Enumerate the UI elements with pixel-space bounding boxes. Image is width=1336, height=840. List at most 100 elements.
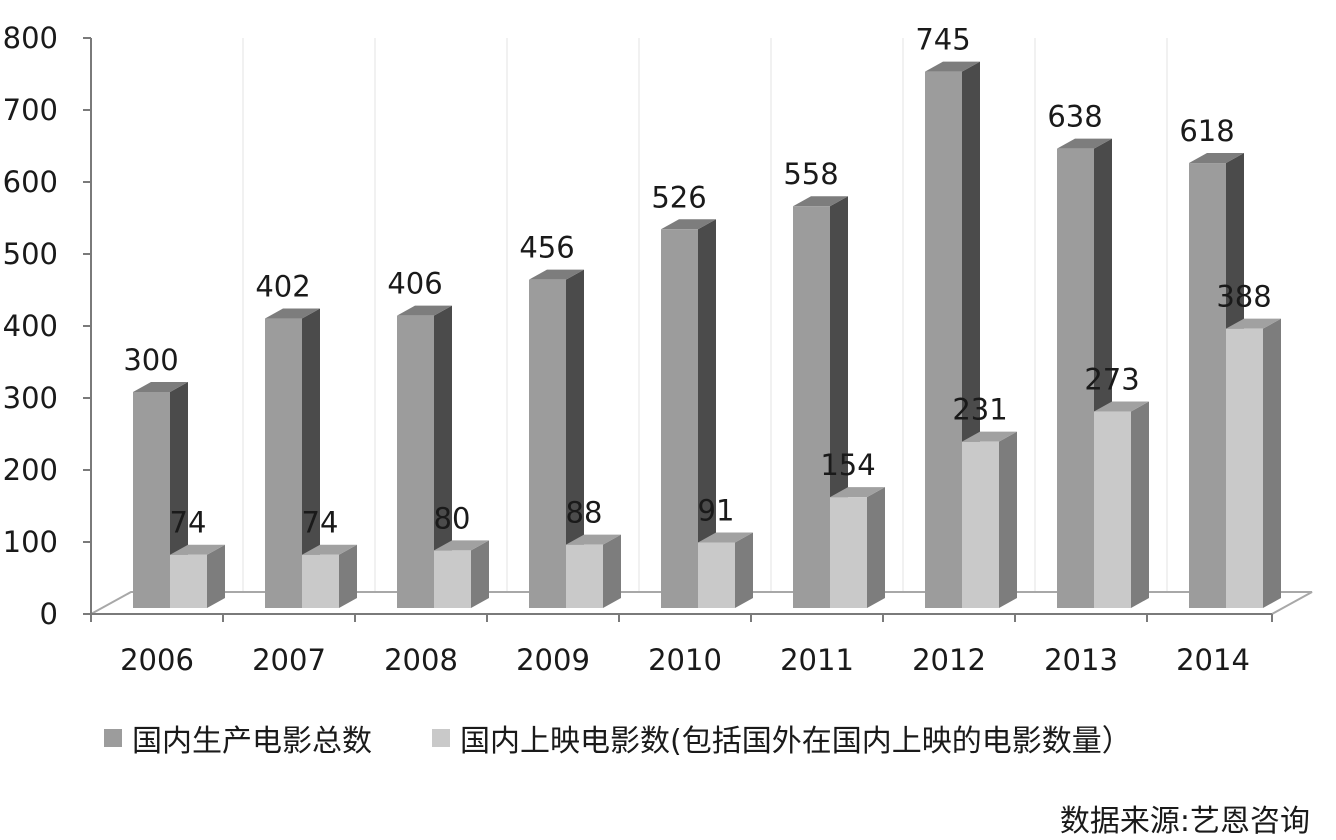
bar-released-front (1094, 411, 1131, 608)
bar-production-front (925, 71, 962, 609)
legend-item-production: 国内生产电影总数 (104, 716, 372, 760)
legend-label-production: 国内生产电影总数 (132, 724, 372, 759)
data-label-production: 526 (651, 180, 706, 214)
bar-production (397, 305, 452, 608)
bar-released-side (999, 431, 1017, 608)
bar-released (566, 534, 621, 608)
bar-released-front (962, 441, 999, 608)
bar-released-top (434, 540, 489, 551)
bar-released-front (1226, 328, 1263, 608)
bar-released (830, 487, 885, 608)
y-tick-label: 100 (3, 525, 58, 559)
bar-released-top (566, 534, 621, 545)
bar-production-front (661, 229, 698, 608)
data-label-released: 80 (434, 501, 471, 535)
bar-production (661, 219, 716, 608)
data-label-released: 388 (1216, 280, 1271, 314)
bar-production-front (265, 318, 302, 608)
data-label-production: 406 (387, 267, 442, 301)
data-label-production: 745 (915, 23, 970, 57)
y-tick-label: 500 (3, 237, 58, 271)
bar-released-side (603, 534, 621, 608)
bar-released-front (434, 550, 471, 608)
bar-released (1094, 401, 1149, 608)
bar-released-side (1131, 401, 1149, 608)
source-note: 数据来源:艺恩咨询 (1059, 804, 1310, 839)
bar-released-side (1263, 318, 1281, 608)
bar-production-side (698, 219, 716, 608)
bar-production-front (397, 315, 434, 608)
bar-released-top (962, 431, 1017, 442)
x-tick-label: 2007 (252, 643, 326, 677)
data-label-released: 88 (566, 496, 603, 530)
bar-released-side (339, 544, 357, 608)
bar-released-front (698, 542, 735, 608)
y-tick-label: 300 (3, 381, 58, 415)
bar-production-side (434, 305, 452, 608)
bar-released-front (170, 554, 207, 608)
bar-production-side (302, 308, 320, 608)
bar-released (434, 540, 489, 608)
bar-production-top (133, 382, 188, 392)
legend-swatch-released (432, 729, 450, 747)
data-label-production: 300 (123, 343, 178, 377)
data-label-released: 74 (170, 506, 207, 540)
bar-released (962, 431, 1017, 608)
data-label-released: 74 (302, 506, 339, 540)
gridlines (242, 38, 1168, 600)
bar-released-top (698, 532, 753, 543)
data-label-released: 154 (820, 448, 875, 482)
x-tick-label: 2009 (516, 643, 590, 677)
bar-production-top (529, 269, 584, 280)
bar-released (302, 544, 357, 608)
data-label-released: 91 (698, 493, 735, 527)
chart-area: 0 100 200 300 400 500 600 700 800 2006 2007 2008 200… (3, 21, 1313, 677)
bar-production-top (1189, 153, 1244, 164)
bar-production-front (793, 206, 830, 609)
bar-released-top (830, 487, 885, 498)
x-tick-label: 2011 (780, 643, 854, 677)
data-label-production: 558 (783, 157, 838, 191)
bar-production-top (265, 308, 320, 319)
bar-production-top (397, 305, 452, 316)
bar-released-top (1226, 318, 1281, 329)
y-tick-label: 600 (3, 165, 58, 199)
bar-production-front (529, 279, 566, 608)
y-tick-label: 200 (3, 453, 58, 487)
x-tick-label: 2012 (912, 643, 986, 677)
bar-released-front (302, 554, 339, 608)
data-label-production: 618 (1179, 114, 1234, 148)
bar-production-front (1189, 163, 1226, 609)
bar-released-front (830, 497, 867, 608)
data-label-released: 273 (1084, 362, 1139, 396)
y-tick-label: 400 (3, 309, 58, 343)
bar-released-top (1094, 401, 1149, 412)
bar-released-front (566, 544, 603, 608)
bar-production-top (793, 196, 848, 207)
bar-production-front (1057, 148, 1094, 608)
bar-released-side (735, 532, 753, 608)
bar-released-side (207, 544, 225, 608)
legend-item-released: 国内上映电影数(包括国外在国内上映的电影数量） (432, 716, 1132, 760)
x-tick-label: 2006 (120, 643, 194, 677)
y-tick-label: 700 (3, 93, 58, 127)
axes: 0 100 200 300 400 500 600 700 800 2006 2007 2008 200… (3, 21, 1273, 677)
data-labels: 300 74 402 74 406 80 456 88 526 91 558 154 745 231 638… (123, 23, 1271, 540)
bar-released (1226, 318, 1281, 608)
bar-released-top (302, 544, 357, 555)
bar-released-top (170, 544, 225, 555)
bar-production (529, 269, 584, 608)
x-tick-label: 2010 (648, 643, 722, 677)
bar-released-side (867, 487, 885, 608)
y-tick-label: 800 (3, 21, 58, 55)
x-tick-label: 2013 (1044, 643, 1118, 677)
bars (133, 61, 1281, 609)
data-label-released: 231 (952, 393, 1007, 427)
bar-production-front (133, 392, 170, 608)
y-tick-label: 0 (40, 597, 58, 631)
legend: 国内生产电影总数 国内上映电影数(包括国外在国内上映的电影数量） (104, 716, 1132, 760)
data-label-production: 402 (255, 270, 310, 304)
data-label-production: 638 (1047, 100, 1102, 134)
bar-production-top (925, 61, 980, 72)
bar-released-side (471, 540, 489, 608)
